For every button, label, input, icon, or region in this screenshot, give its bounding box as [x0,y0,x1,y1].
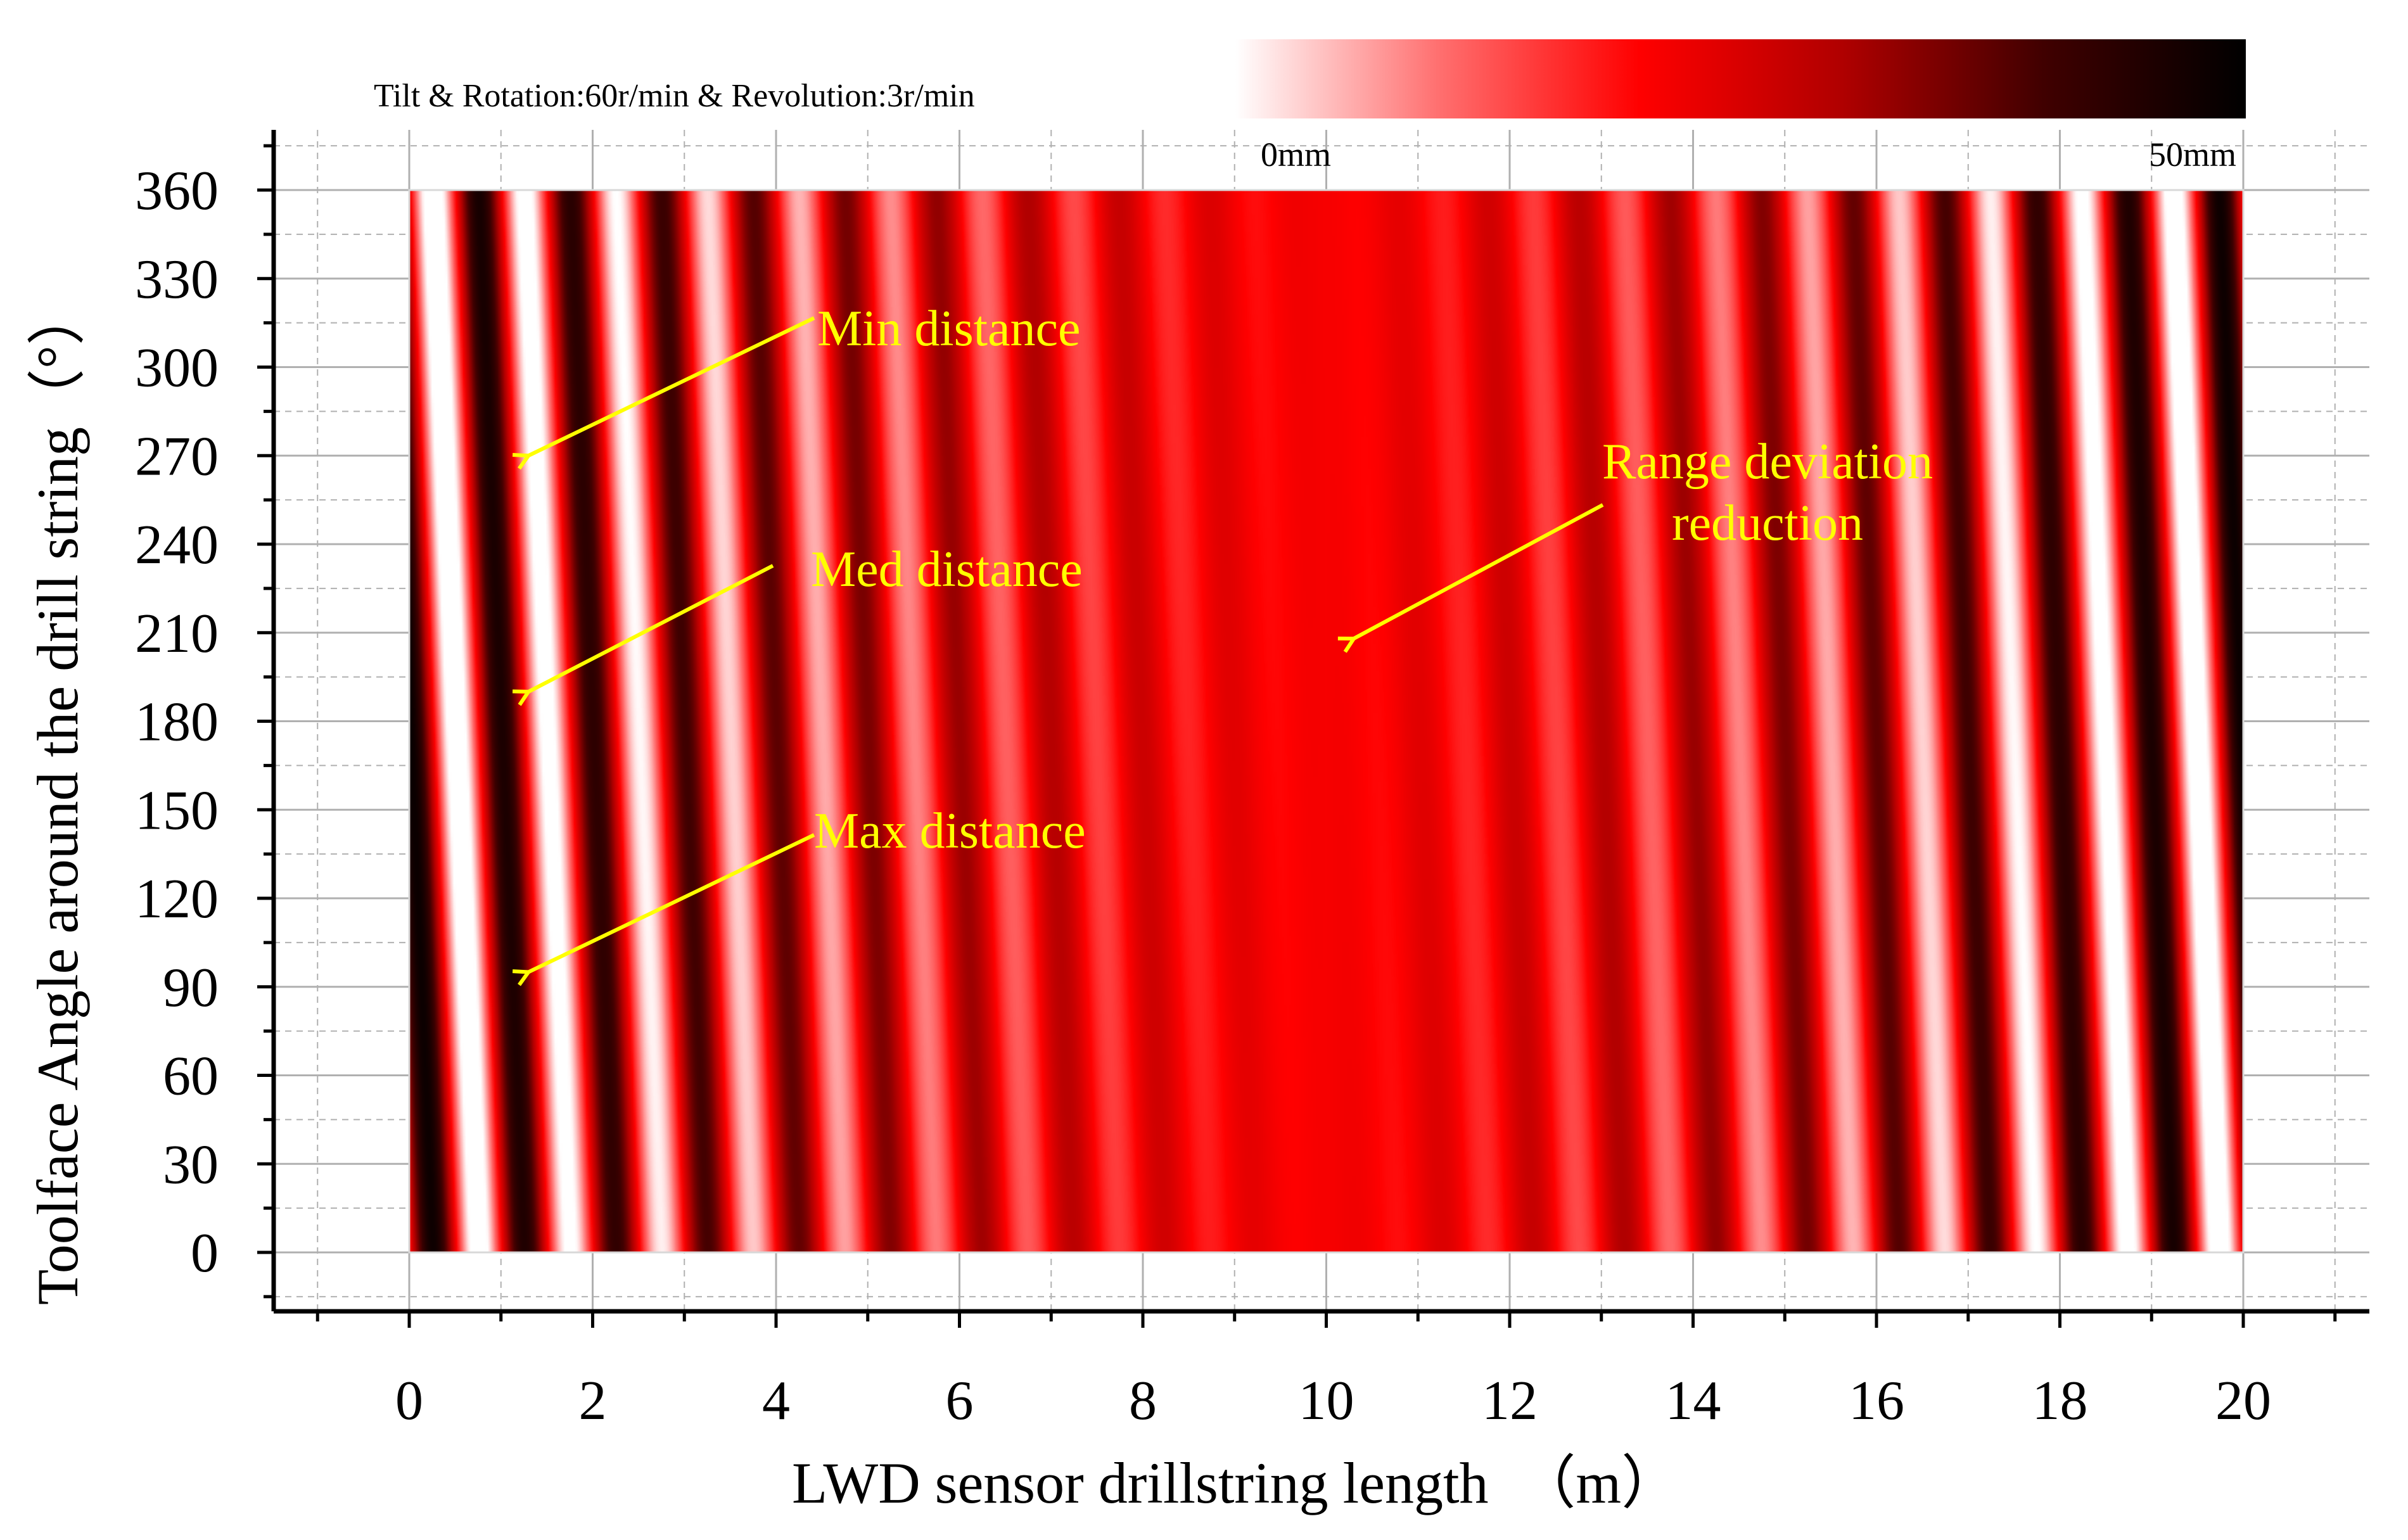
y-tick-label: 210 [135,603,219,665]
x-tick-label: 0 [395,1370,423,1432]
y-tick-label: 60 [163,1046,219,1107]
annotation-arrow [528,316,815,455]
y-tick-label: 300 [135,338,219,399]
y-tick-label: 150 [135,780,219,841]
heatmap-frame [408,189,2245,1254]
x-tick-label: 10 [1299,1370,1354,1432]
heatmap-area [408,189,2245,1254]
annotation-label: reduction [1672,495,1863,551]
x-tick-label: 8 [1129,1370,1157,1432]
y-tick-label: 0 [191,1223,219,1284]
annotation-label: Range deviation [1602,434,1933,490]
annotation-label: Max distance [814,803,1086,859]
colorbar: 0mm 50mm [1235,39,2246,174]
heatmap-image [409,190,2243,1252]
y-tick-label: 270 [135,426,219,487]
x-tick-label: 6 [946,1370,974,1432]
annotation-arrow [528,833,815,972]
x-tick-label: 4 [762,1370,790,1432]
annotations: Min distance Med distance Max distance Rang… [528,301,1933,972]
x-tick-label: 2 [579,1370,607,1432]
x-tick-label: 16 [1849,1370,1904,1432]
y-tick-label: 360 [135,160,219,222]
axes: 0 2 4 6 8 10 12 14 16 18 20 0 30 60 90 120 150 180 210 240 2… [135,130,2369,1432]
x-tick-label: 20 [2215,1370,2271,1432]
y-tick-label: 180 [135,692,219,753]
x-tick-label: 18 [2032,1370,2088,1432]
y-axis-label: Toolface Angle around the drill string（°… [25,287,90,1305]
colorbar-min-label: 0mm [1261,136,1331,174]
annotation-label: Min distance [817,301,1080,357]
y-tick-label: 90 [163,957,219,1019]
y-tick-label: 240 [135,514,219,576]
annotation-arrow [528,564,774,692]
y-tick-label: 120 [135,869,219,930]
y-tick-label: 330 [135,249,219,310]
annotation-arrow [1354,503,1604,639]
x-axis-label: LWD sensor drillstring length （m） [792,1451,1679,1515]
annotation-label: Med distance [811,542,1083,597]
colorbar-max-label: 50mm [2149,136,2236,174]
x-tick-label: 14 [1666,1370,1721,1432]
x-tick-label: 12 [1482,1370,1538,1432]
y-tick-label: 30 [163,1134,219,1195]
colorbar-gradient [1235,39,2246,118]
chart-title: Tilt & Rotation:60r/min & Revolution:3r/… [374,78,975,114]
